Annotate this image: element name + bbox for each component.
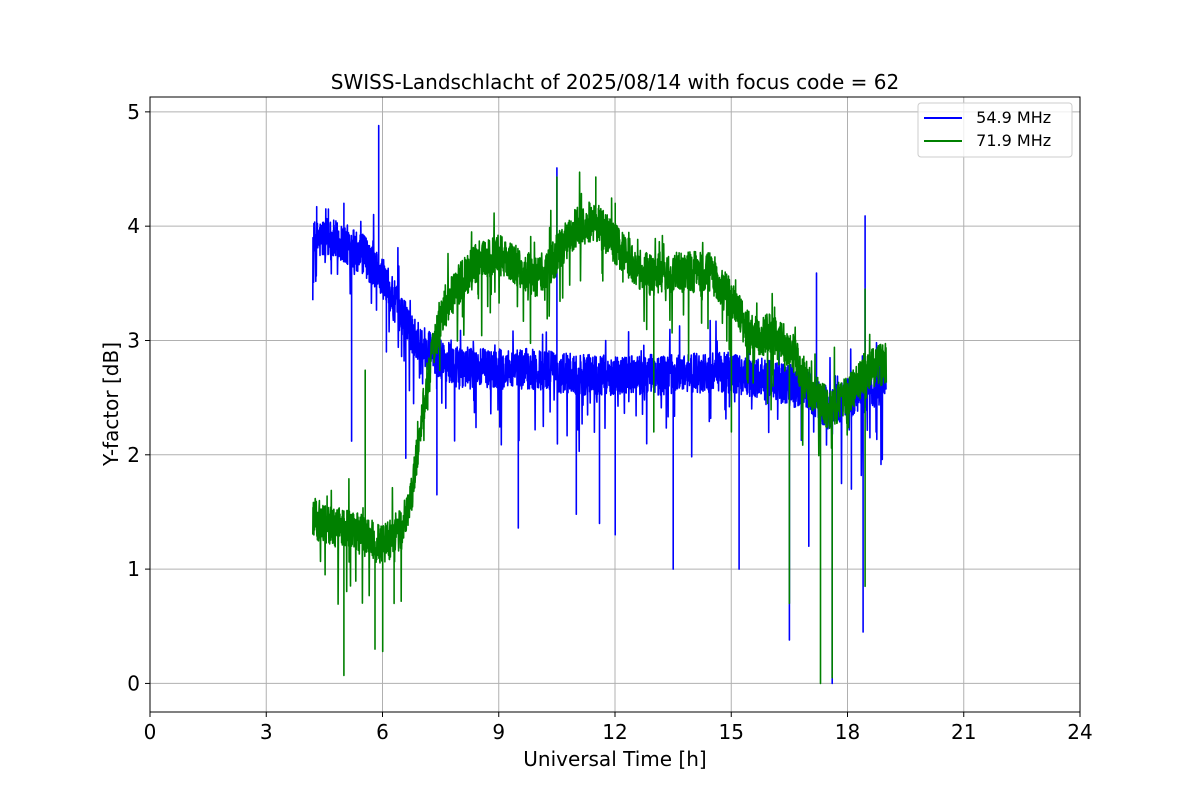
legend-box [917,102,1073,158]
x-tick-label: 0 [144,720,157,744]
series-line-1 [312,171,888,685]
legend-label-1: 71.9 MHz [966,131,1051,150]
y-tick-label: 5 [127,100,140,124]
x-tick-label: 12 [602,720,627,744]
x-tick-label: 3 [260,720,273,744]
x-tick-label: 21 [951,720,976,744]
series-line-0 [312,124,887,685]
y-tick-label: 3 [127,328,140,352]
x-tick-label: 9 [492,720,505,744]
y-axis-label: Y-factor [dB] [99,342,123,467]
y-tick-label: 1 [127,557,140,581]
legend: 54.9 MHz 71.9 MHz [917,102,1073,158]
y-tick-label: 2 [127,443,140,467]
x-tick-label: 24 [1067,720,1092,744]
y-tick-label: 0 [127,671,140,695]
x-axis-label: Universal Time [h] [523,747,706,771]
legend-label-0: 54.9 MHz [966,108,1051,127]
x-tick-label: 6 [376,720,389,744]
x-tick-label: 18 [835,720,860,744]
chart-title: SWISS-Landschlacht of 2025/08/14 with fo… [331,70,899,94]
series-layer [312,124,888,685]
x-tick-label: 15 [719,720,744,744]
y-tick-label: 4 [127,214,140,238]
